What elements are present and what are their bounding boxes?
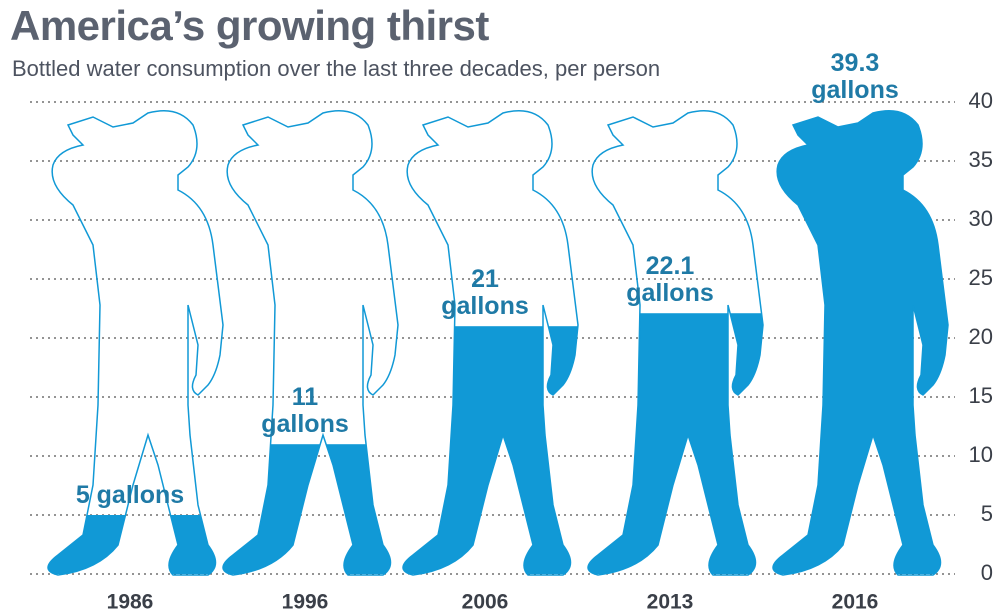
value-label: 5 gallons <box>75 481 185 509</box>
figure <box>222 110 399 576</box>
value-label: 21 gallons <box>441 265 529 321</box>
x-tick-label: 1986 <box>107 591 154 614</box>
y-tick-label: 35 <box>969 147 993 172</box>
fill-level <box>588 313 763 574</box>
y-tick-label: 15 <box>969 383 993 408</box>
y-tick-label: 20 <box>969 324 993 349</box>
chart-subtitle: Bottled water consumption over the last … <box>12 56 661 81</box>
chart-title: America’s growing thirst <box>10 2 489 49</box>
y-tick-label: 25 <box>969 265 993 290</box>
value-label: 11 gallons <box>261 383 349 439</box>
y-tick-label: 10 <box>969 442 993 467</box>
x-tick-label: 2016 <box>832 591 879 614</box>
x-tick-label: 2013 <box>647 591 694 614</box>
x-tick-label: 2006 <box>462 591 509 614</box>
fill-level <box>773 110 948 574</box>
figure-outline <box>222 110 399 576</box>
value-label: 39.3 gallons <box>811 49 899 105</box>
figure-outline <box>772 110 949 576</box>
figure <box>402 110 579 576</box>
figure-outline <box>587 110 764 576</box>
y-tick-label: 0 <box>981 560 993 585</box>
value-label: 22.1 gallons <box>626 252 714 308</box>
y-tick-label: 5 <box>981 501 993 526</box>
x-tick-label: 1996 <box>282 591 329 614</box>
fill-level <box>223 444 398 574</box>
fill-level <box>403 326 578 574</box>
figure-outline <box>47 110 224 576</box>
figure <box>587 110 764 576</box>
y-tick-label: 40 <box>969 88 993 113</box>
figure-outline <box>402 110 579 576</box>
y-tick-label: 30 <box>969 206 993 231</box>
figure <box>772 110 949 576</box>
